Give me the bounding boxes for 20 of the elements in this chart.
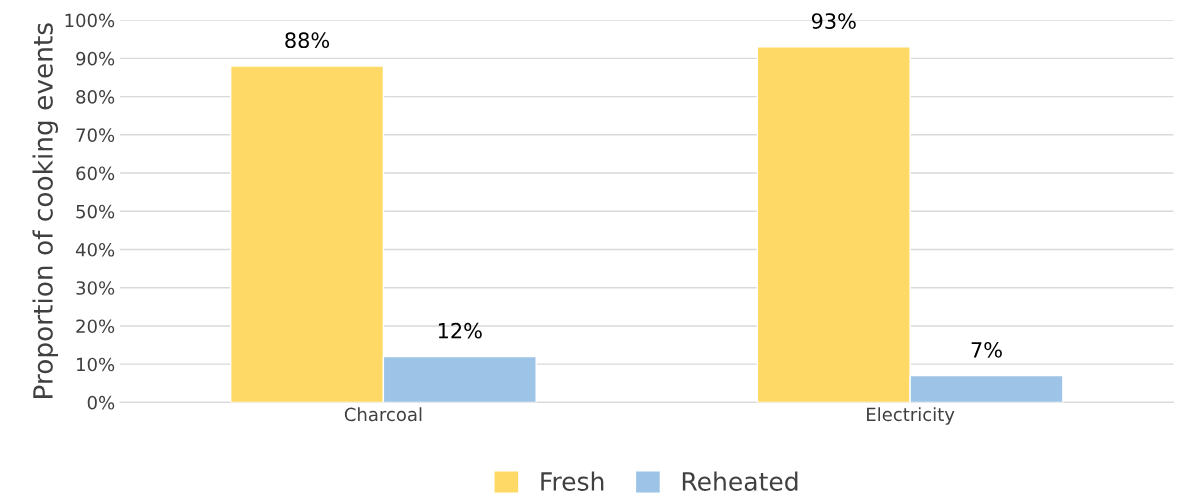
data-label: 12% bbox=[438, 322, 482, 339]
y-tick-label: 70% bbox=[76, 128, 115, 142]
y-tick-label: 20% bbox=[76, 319, 115, 334]
y-tick-label: 50% bbox=[76, 204, 115, 219]
y-tick-label: 0% bbox=[87, 395, 115, 410]
y-tick-label: 10% bbox=[77, 357, 115, 372]
legend-label: Fresh bbox=[541, 471, 604, 491]
y-tick-label: 90% bbox=[76, 51, 115, 66]
data-label: 93% bbox=[811, 13, 856, 29]
y-tick-label: 40% bbox=[75, 242, 115, 257]
x-tick-label: Charcoal bbox=[344, 407, 422, 422]
data-label: 7% bbox=[971, 341, 1002, 358]
legend-label: Reheated bbox=[682, 471, 798, 491]
data-label: 88% bbox=[285, 32, 330, 49]
y-tick-label: 100% bbox=[65, 13, 115, 28]
x-tick-label: Electricity bbox=[867, 407, 955, 425]
y-tick-label: 80% bbox=[76, 90, 115, 104]
y-axis-title: Proportion of cooking events bbox=[32, 23, 59, 398]
y-tick-label: 30% bbox=[76, 281, 115, 295]
y-tick-label: 60% bbox=[76, 166, 115, 181]
